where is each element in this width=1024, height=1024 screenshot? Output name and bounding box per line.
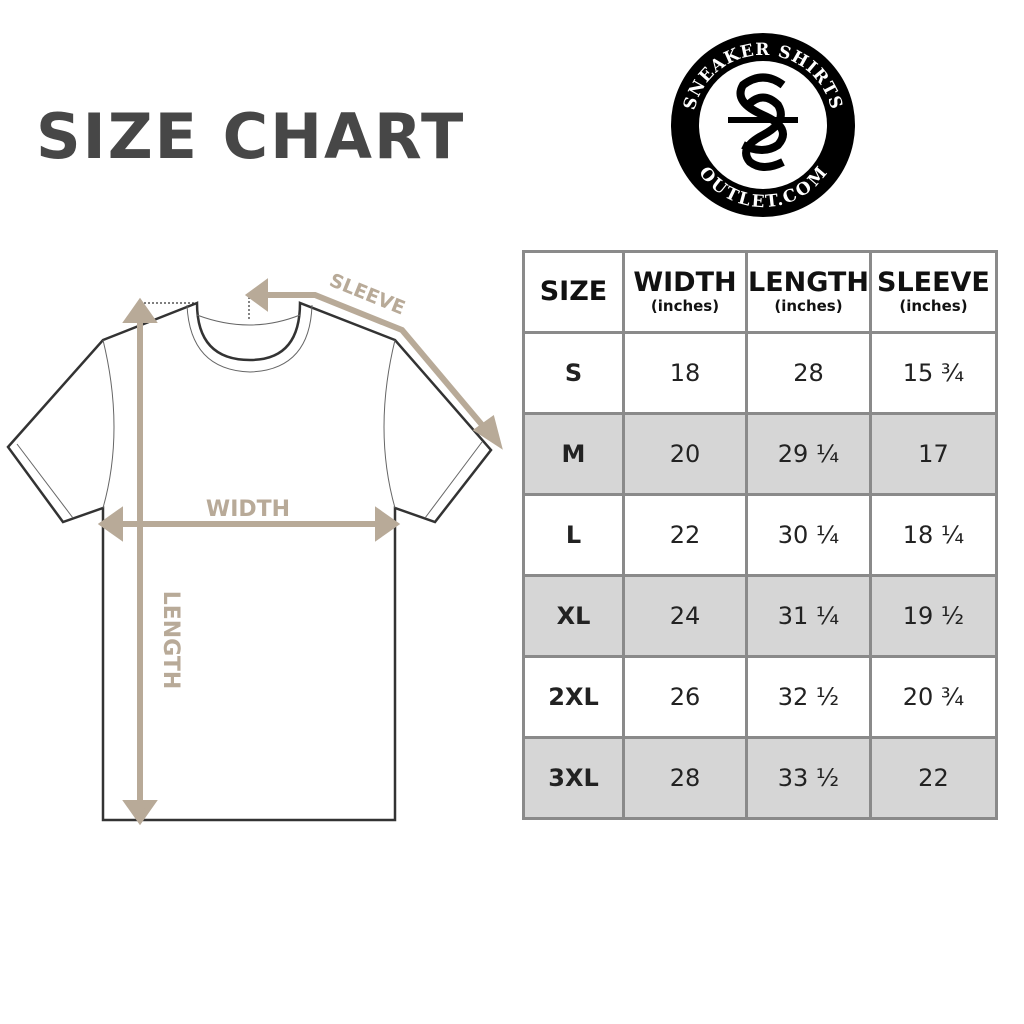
size-cell: 3XL: [522, 736, 625, 820]
length-cell: 29 ¼: [745, 412, 872, 496]
header-length: LENGTH (inches): [745, 250, 872, 334]
length-label: LENGTH: [158, 591, 183, 690]
page-title: SIZE CHART: [36, 100, 466, 173]
sleeve-label: SLEEVE: [326, 270, 408, 320]
size-table: SIZE WIDTH (inches) LENGTH (inches) SLEEVE…: [522, 250, 998, 820]
size-cell: M: [522, 412, 625, 496]
width-cell: 20: [622, 412, 748, 496]
width-cell: 22: [622, 493, 748, 577]
length-cell: 30 ¼: [745, 493, 872, 577]
brand-logo: SNEAKER SHIRTS OUTLET.COM: [671, 33, 855, 217]
length-cell: 33 ½: [745, 736, 872, 820]
size-cell: S: [522, 331, 625, 415]
table-row: XL 24 31 ¼ 19 ½: [522, 574, 998, 658]
sleeve-cell: 19 ½: [868, 574, 998, 658]
table-row: L 22 30 ¼ 18 ¼: [522, 493, 998, 577]
table-row: 3XL 28 33 ½ 22: [522, 736, 998, 820]
table-row: S 18 28 15 ¾: [522, 331, 998, 415]
width-cell: 24: [622, 574, 748, 658]
table-row: 2XL 26 32 ½ 20 ¾: [522, 655, 998, 739]
shirt-outline: [6, 301, 493, 822]
length-cell: 32 ½: [745, 655, 872, 739]
sleeve-cell: 22: [868, 736, 998, 820]
length-cell: 28: [745, 331, 872, 415]
tshirt-diagram: WIDTH LENGTH SLEEVE: [6, 270, 503, 826]
header-width: WIDTH (inches): [622, 250, 748, 334]
sleeve-cell: 15 ¾: [868, 331, 998, 415]
table-row: M 20 29 ¼ 17: [522, 412, 998, 496]
width-cell: 28: [622, 736, 748, 820]
size-cell: 2XL: [522, 655, 625, 739]
size-cell: XL: [522, 574, 625, 658]
sleeve-cell: 18 ¼: [868, 493, 998, 577]
header-size: SIZE: [522, 250, 625, 334]
sleeve-cell: 20 ¾: [868, 655, 998, 739]
width-cell: 26: [622, 655, 748, 739]
table-header-row: SIZE WIDTH (inches) LENGTH (inches) SLEEVE…: [522, 250, 998, 334]
size-cell: L: [522, 493, 625, 577]
sleeve-arrow: [262, 292, 491, 434]
length-cell: 31 ¼: [745, 574, 872, 658]
sleeve-cell: 17: [868, 412, 998, 496]
header-sleeve: SLEEVE (inches): [868, 250, 998, 334]
width-cell: 18: [622, 331, 748, 415]
width-label: WIDTH: [206, 497, 290, 522]
